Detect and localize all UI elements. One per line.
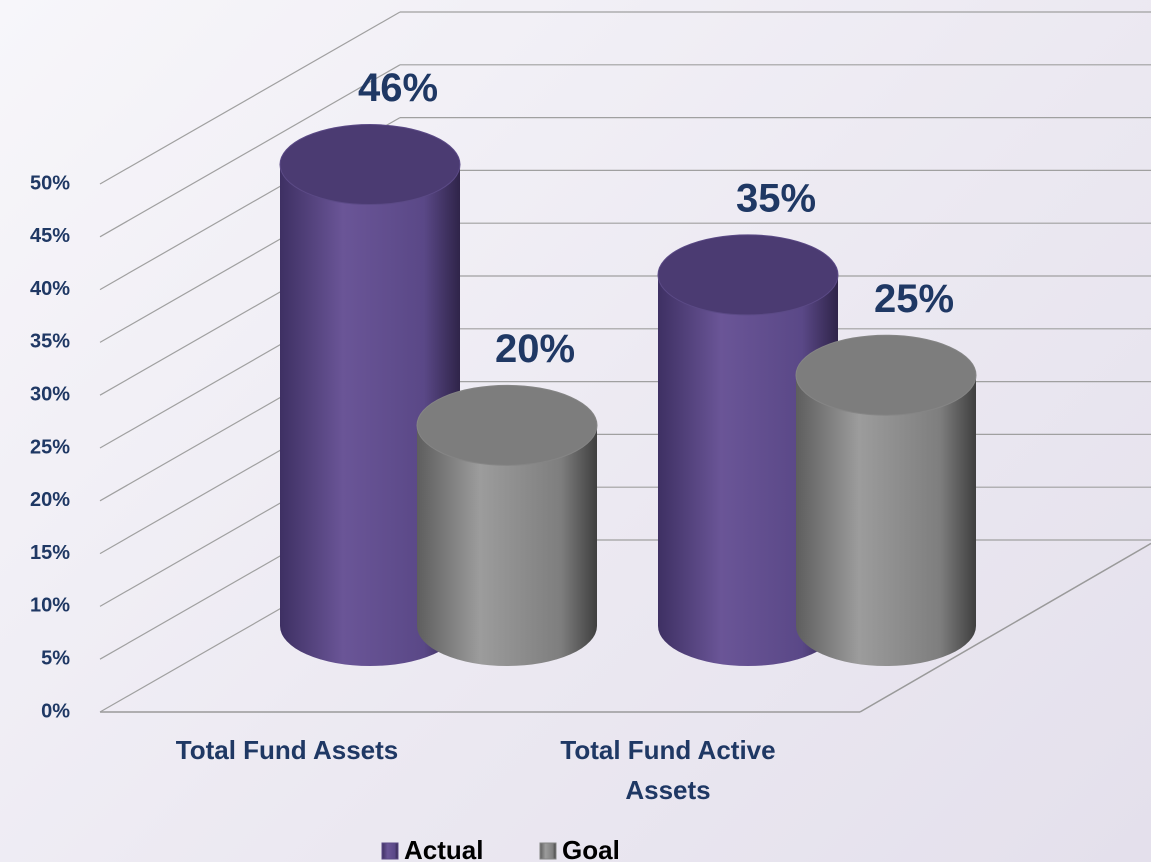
bar-body	[280, 164, 460, 666]
bar-body	[796, 375, 976, 666]
bar-top	[279, 124, 461, 206]
y-tick-label: 50%	[30, 172, 70, 194]
y-tick-label: 30%	[30, 383, 70, 405]
bar-body	[417, 425, 597, 666]
data-label: 25%	[874, 277, 954, 321]
legend-marker	[381, 842, 399, 860]
x-tick-label: Total Fund Active Assets	[560, 735, 776, 805]
y-tick-label: 45%	[30, 225, 70, 247]
bar-top	[416, 384, 598, 466]
bar-top	[657, 234, 839, 316]
floor-line	[859, 542, 1151, 713]
data-label: 20%	[495, 327, 575, 371]
y-tick-label: 15%	[30, 542, 70, 564]
grid-line	[99, 64, 401, 238]
x-tick-label: Total Fund Assets	[175, 735, 399, 765]
grid-line	[99, 11, 401, 185]
bar-top	[795, 334, 977, 416]
y-tick-label: 40%	[30, 278, 70, 300]
data-label: 35%	[736, 176, 816, 220]
y-tick-label: 35%	[30, 331, 70, 353]
legend-label: Goal	[562, 835, 620, 862]
y-tick-label: 20%	[30, 489, 70, 511]
y-tick-label: 25%	[30, 436, 70, 458]
y-tick-label: 0%	[41, 700, 70, 722]
y-tick-label: 10%	[30, 595, 70, 617]
y-tick-label: 5%	[41, 647, 70, 669]
data-label: 46%	[358, 66, 438, 110]
bar-body	[658, 274, 838, 666]
legend-marker	[539, 842, 557, 860]
legend-label: Actual	[404, 835, 483, 862]
